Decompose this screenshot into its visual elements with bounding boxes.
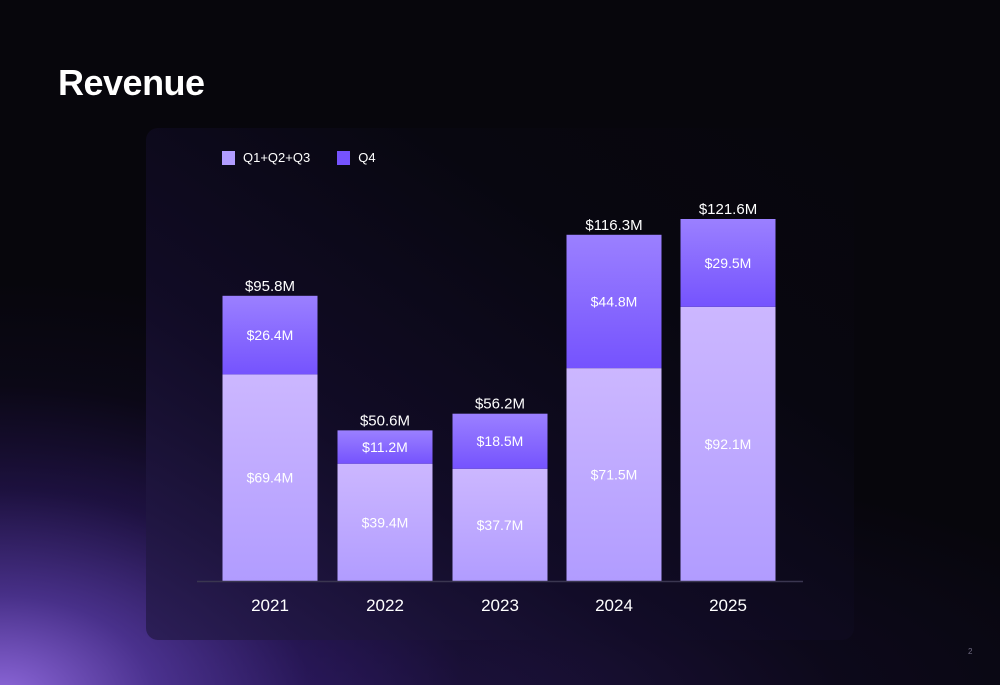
total-label-2024: $116.3M (585, 217, 642, 234)
legend-item-q1-q2-q3: Q1+Q2+Q3 (222, 150, 310, 165)
legend-item-q4: Q4 (337, 150, 376, 165)
bar-q1-q2-q3-2024 (566, 368, 662, 581)
x-tick-label-2023: 2023 (481, 596, 519, 615)
total-label-2023: $56.2M (475, 396, 525, 413)
data-label-q1-q2-q3-2021: $69.4M (247, 470, 294, 486)
bar-q1-q2-q3-2022 (337, 463, 433, 581)
bar-q1-q2-q3-2023 (452, 468, 548, 581)
x-tick-label-2022: 2022 (366, 596, 404, 615)
data-label-q1-q2-q3-2023: $37.7M (477, 517, 524, 533)
total-label-2025: $121.6M (699, 201, 757, 218)
bar-q4-2021 (222, 295, 318, 375)
total-label-2021: $95.8M (245, 278, 295, 295)
legend-swatch-q1-q2-q3 (222, 150, 235, 165)
legend-swatch-q4 (337, 150, 351, 165)
slide-title: Revenue (58, 62, 205, 103)
bar-q4-2025 (680, 219, 776, 307)
chart-legend: Q1+Q2+Q3 Q4 (222, 150, 403, 165)
data-label-q1-q2-q3-2022: $39.4M (362, 514, 409, 530)
total-label-2022: $50.6M (360, 412, 410, 429)
bar-q1-q2-q3-2025 (680, 306, 776, 581)
legend-label-q4: Q4 (358, 150, 376, 165)
data-label-q1-q2-q3-2024: $71.5M (591, 467, 638, 483)
x-tick-label-2021: 2021 (251, 596, 289, 615)
data-label-q4-2023: $18.5M (477, 433, 524, 449)
bar-q4-2023 (452, 413, 548, 469)
data-label-q4-2021: $26.4M (247, 327, 294, 343)
data-label-q4-2022: $11.2M (362, 439, 408, 455)
data-label-q1-q2-q3-2025: $92.1M (705, 436, 752, 452)
bar-q1-q2-q3-2021 (222, 374, 318, 581)
legend-label-q1-q2-q3: Q1+Q2+Q3 (243, 150, 311, 165)
bar-q4-2022 (337, 430, 433, 464)
data-label-q4-2025: $29.5M (705, 255, 752, 271)
x-tick-label-2024: 2024 (595, 596, 633, 615)
data-label-q4-2024: $44.8M (591, 293, 638, 309)
bar-q4-2024 (566, 234, 662, 369)
x-tick-label-2025: 2025 (709, 596, 747, 615)
page-number: 2 (968, 647, 973, 656)
